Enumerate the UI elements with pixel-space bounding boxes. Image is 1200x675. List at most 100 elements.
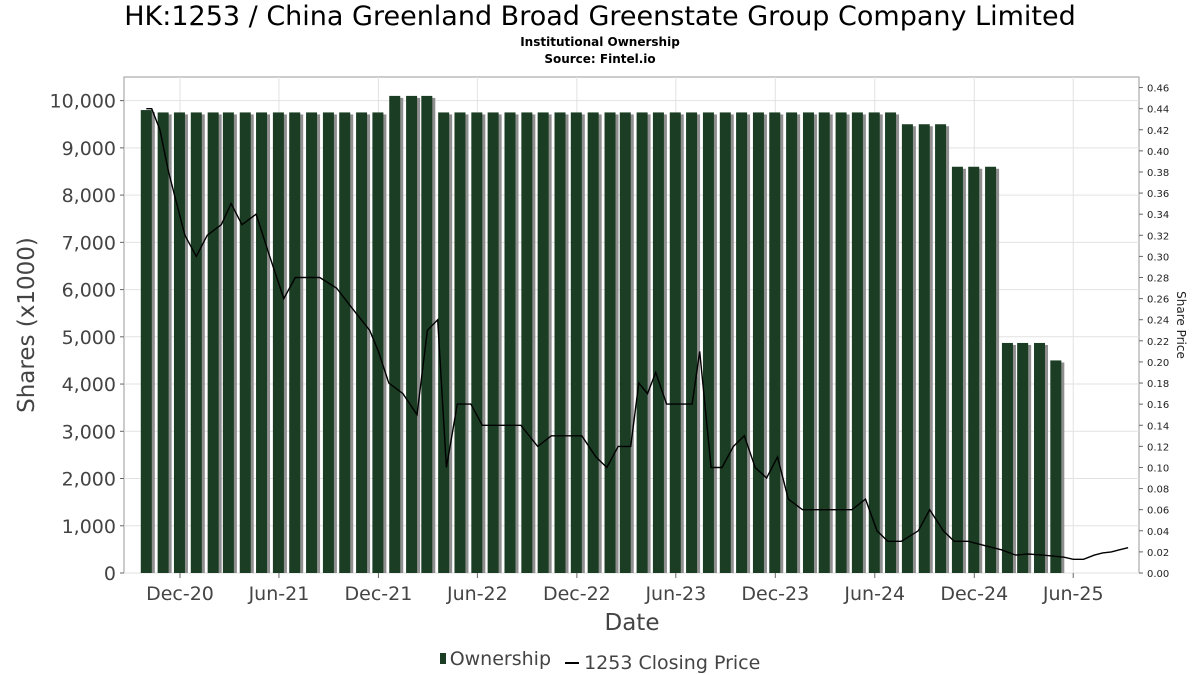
y2-tick-label: 0.34 [1147, 210, 1169, 221]
ownership-bar [339, 112, 351, 573]
ownership-bar [604, 112, 616, 573]
ownership-bar [918, 124, 930, 573]
ownership-bar [835, 112, 847, 573]
x-tick-label: Dec-22 [543, 583, 611, 605]
price-line [146, 107, 1129, 560]
chart-subtitle: Institutional Ownership [520, 35, 680, 49]
ownership-bar [289, 112, 301, 573]
y2-tick-label: 0.28 [1147, 274, 1169, 285]
ownership-bar [1001, 342, 1013, 573]
y-tick-label: 7,000 [62, 232, 116, 254]
ownership-bar [652, 112, 664, 573]
ownership-bar [487, 112, 499, 573]
x-tick-label: Dec-21 [345, 583, 413, 605]
y2-tick-label: 0.36 [1147, 189, 1169, 200]
ownership-bar [951, 166, 963, 573]
ownership-bar [1050, 360, 1062, 573]
y-tick-label: 5,000 [62, 327, 116, 349]
ownership-bar [173, 112, 185, 573]
y2-tick-label: 0.24 [1147, 316, 1169, 327]
y2-tick-label: 0.46 [1147, 84, 1169, 95]
ownership-bar [389, 95, 401, 574]
ownership-bar [438, 112, 450, 573]
ownership-bar [619, 112, 631, 573]
legend-item-ownership[interactable]: Ownership [439, 647, 552, 670]
y2-tick-label: 0.08 [1147, 485, 1169, 496]
ownership-bar [885, 112, 897, 573]
y2-tick-label: 0.44 [1147, 105, 1169, 116]
y-tick-label: 0 [104, 563, 116, 585]
y2-tick-label: 0.20 [1147, 358, 1169, 369]
ownership-bar [356, 112, 368, 573]
x-tick-label: Dec-20 [146, 583, 214, 605]
ownership-bar [521, 112, 533, 573]
ownership-bar [786, 112, 798, 573]
y2-tick-label: 0.04 [1147, 527, 1169, 538]
y2-tick-label: 0.06 [1147, 506, 1169, 517]
y2-tick-label: 0.40 [1147, 147, 1169, 158]
ownership-bar [901, 124, 913, 573]
y-axis-label: Shares (x1000) [14, 237, 40, 413]
ownership-bar [306, 112, 318, 573]
y2-tick-label: 0.16 [1147, 400, 1169, 411]
ownership-bar [636, 112, 648, 573]
price-swatch-icon [565, 662, 580, 664]
y-tick-label: 10,000 [50, 91, 116, 113]
y2-tick-label: 0.02 [1147, 548, 1169, 559]
ownership-bar [537, 112, 549, 573]
x-tick-label: Jun-21 [248, 583, 310, 605]
ownership-bar [140, 110, 152, 574]
y-tick-label: 8,000 [62, 185, 116, 207]
ownership-bar [1034, 342, 1046, 573]
chart-source: Source: Fintel.io [544, 52, 656, 66]
y2-tick-label: 0.32 [1147, 231, 1169, 242]
ownership-bar [454, 112, 466, 573]
x-tick-label: Jun-22 [446, 583, 508, 605]
y2-tick-label: 0.12 [1147, 442, 1169, 453]
legend-item-price[interactable]: 1253 Closing Price [557, 652, 760, 674]
x-tick-label: Jun-24 [843, 583, 905, 605]
ownership-bar [587, 112, 599, 573]
ownership-bar [239, 112, 251, 573]
y2-tick-label: 0.30 [1147, 252, 1169, 263]
y2-tick-label: 0.00 [1147, 569, 1169, 580]
y-tick-label: 3,000 [62, 421, 116, 443]
y2-tick-label: 0.38 [1147, 168, 1169, 179]
chart-title: HK:1253 / China Greenland Broad Greensta… [124, 1, 1076, 32]
y2-tick-label: 0.22 [1147, 337, 1169, 348]
ownership-bar [818, 112, 830, 573]
x-tick-label: Jun-25 [1042, 583, 1104, 605]
price-line-layer [146, 107, 1129, 560]
ownership-bars [140, 95, 1065, 574]
legend-price-label: 1253 Closing Price [584, 652, 761, 674]
ownership-bar [985, 166, 997, 573]
ownership-bar [207, 112, 219, 573]
ownership-bar [686, 112, 698, 573]
y-tick-label: 2,000 [62, 469, 116, 491]
ownership-bar [157, 112, 169, 573]
ownership-bar [570, 112, 582, 573]
ownership-bar [752, 112, 764, 573]
x-tick-label: Dec-24 [940, 583, 1008, 605]
ownership-bar [190, 112, 202, 573]
axes: 0 1,000 2,000 3,000 4,000 5,000 6,000 7,000 8,00… [50, 84, 1170, 605]
ownership-bar [1017, 342, 1029, 573]
y2-tick-label: 0.10 [1147, 463, 1169, 474]
ownership-bar [968, 166, 980, 573]
legend-ownership-label: Ownership [449, 647, 552, 670]
y2-tick-label: 0.26 [1147, 295, 1169, 306]
x-axis-label: Date [605, 610, 660, 636]
ownership-bar [554, 112, 566, 573]
ownership-bar [702, 112, 714, 573]
y-tick-label: 1,000 [62, 516, 116, 538]
ownership-bar [372, 112, 384, 573]
ownership-bar [256, 112, 268, 573]
ownership-swatch-icon [439, 653, 446, 664]
y-tick-label: 6,000 [62, 280, 116, 302]
y-tick-label: 9,000 [62, 138, 116, 160]
y2-tick-label: 0.14 [1147, 421, 1169, 432]
ownership-bar [406, 95, 418, 574]
ownership-bar [719, 112, 731, 573]
ownership-bar [851, 112, 863, 573]
